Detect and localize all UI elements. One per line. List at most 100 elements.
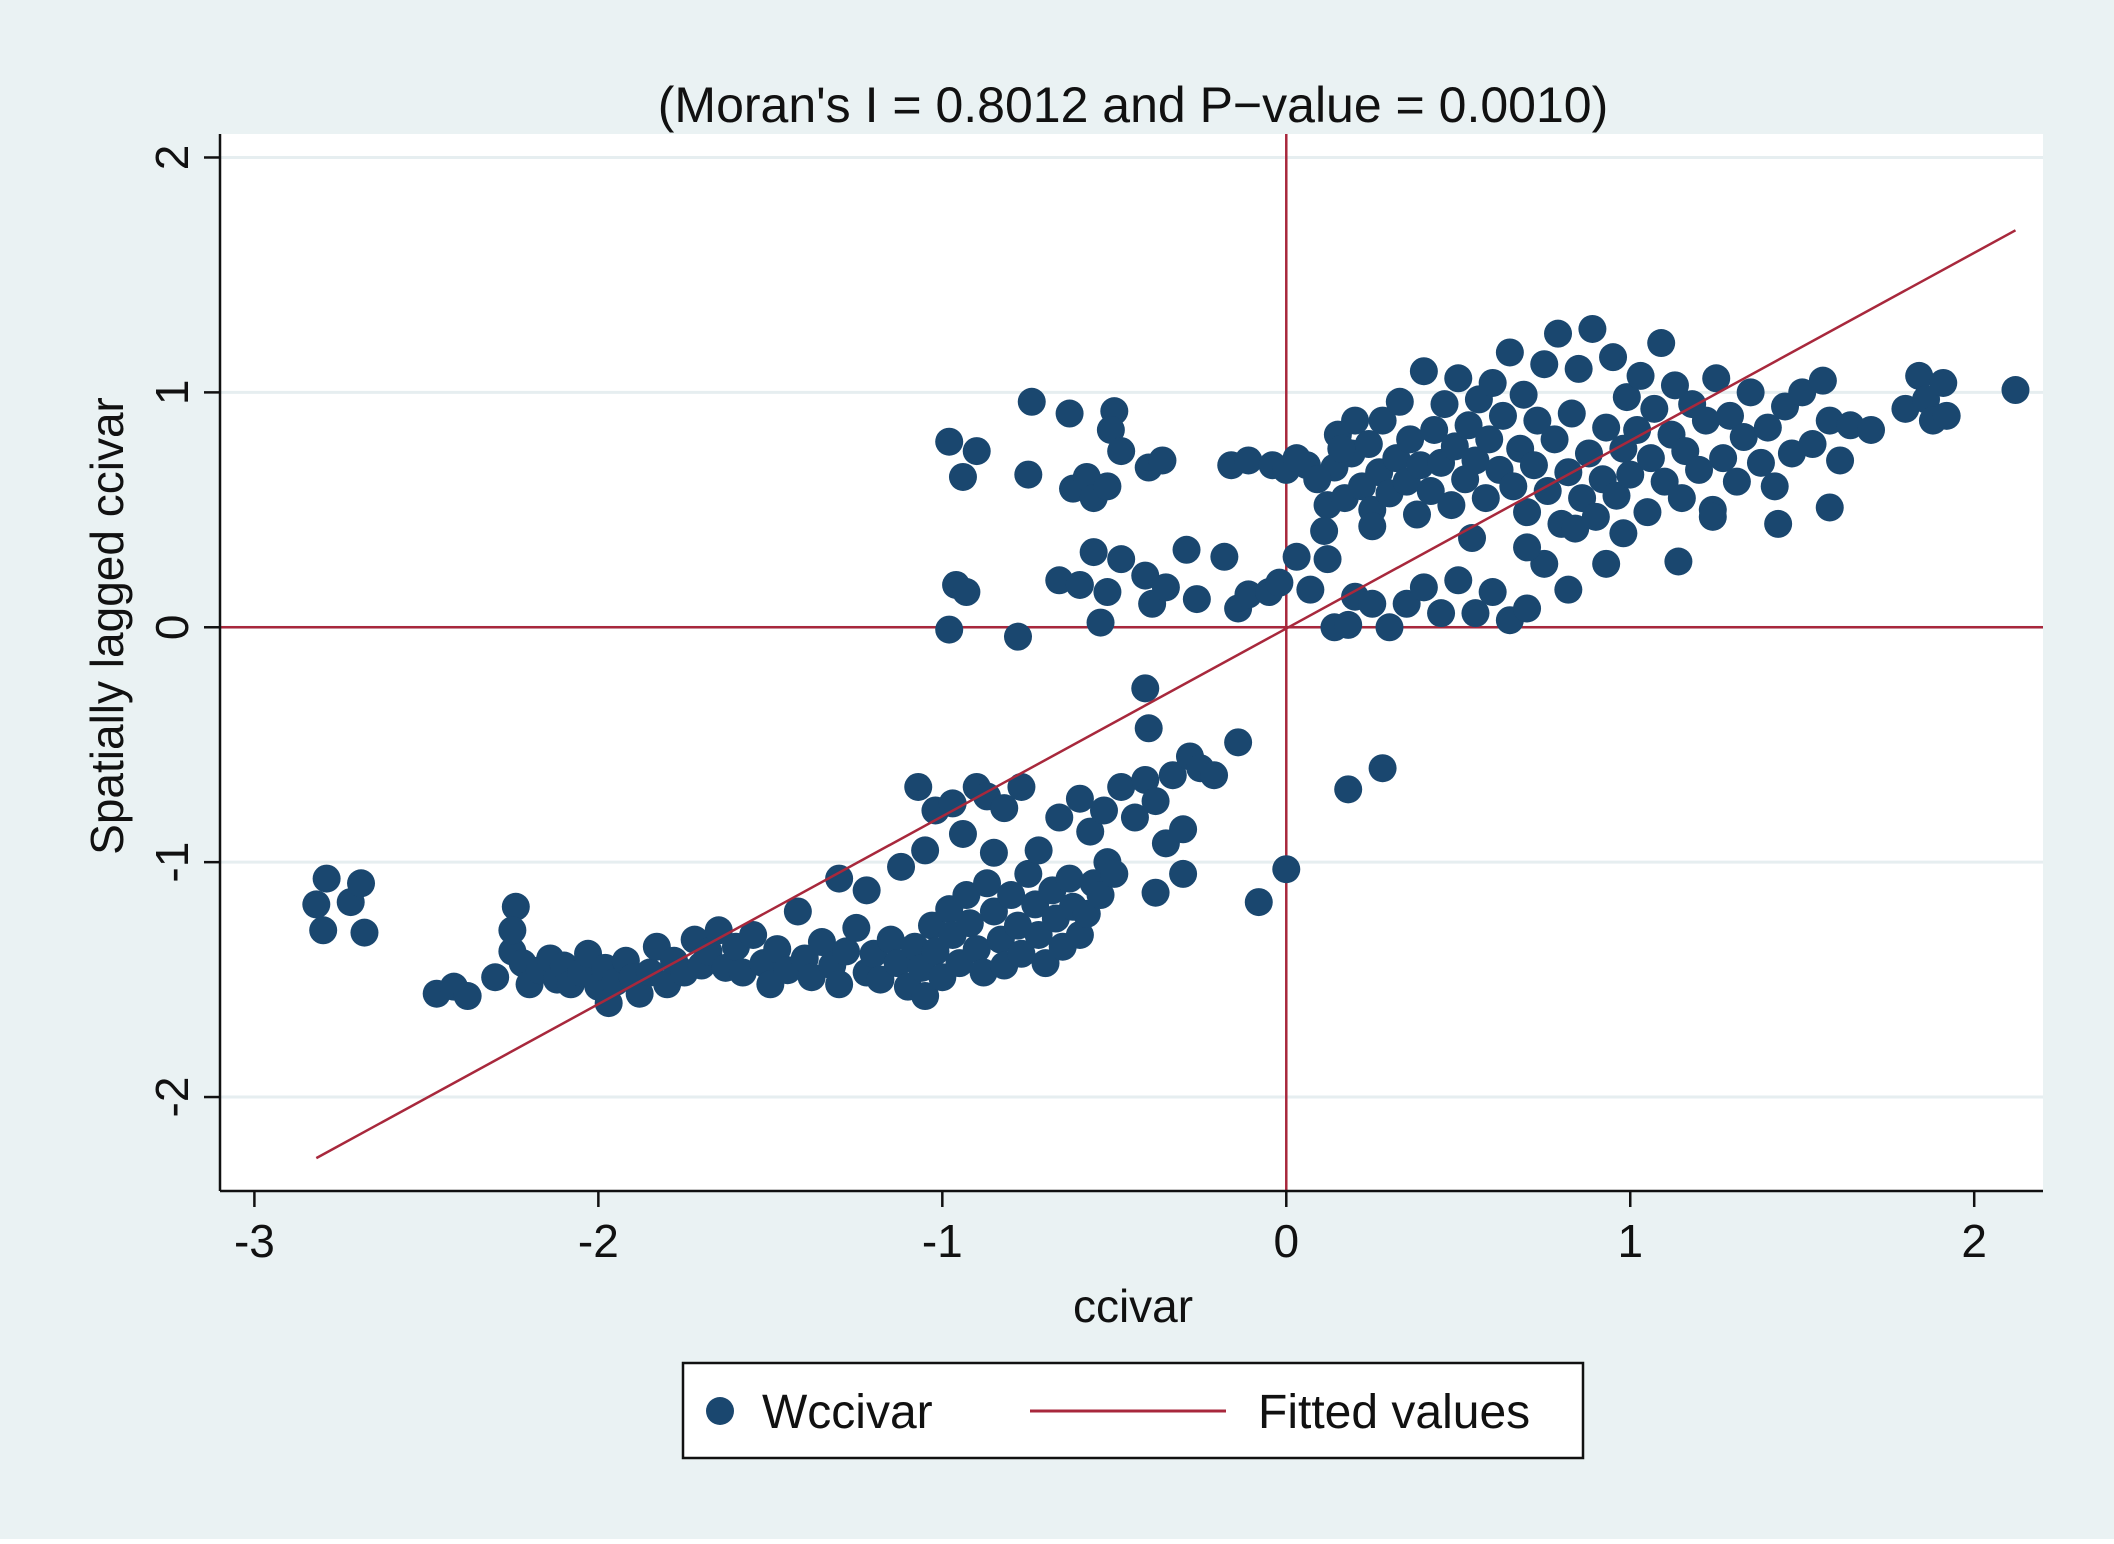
x-tick-label: 2 bbox=[1961, 1215, 1987, 1267]
data-point bbox=[1045, 803, 1074, 832]
data-point bbox=[1592, 549, 1621, 578]
data-point bbox=[1086, 881, 1115, 910]
data-point bbox=[1760, 472, 1789, 501]
data-point bbox=[1014, 859, 1043, 888]
data-point bbox=[1461, 446, 1490, 475]
data-point bbox=[911, 836, 940, 865]
data-point bbox=[1660, 371, 1689, 400]
data-point bbox=[1172, 535, 1201, 564]
data-point bbox=[1107, 545, 1136, 574]
legend-box bbox=[681, 1361, 1585, 1460]
data-point bbox=[938, 789, 967, 818]
data-point bbox=[1093, 578, 1122, 607]
data-point bbox=[309, 916, 338, 945]
data-point bbox=[1519, 451, 1548, 480]
data-point bbox=[1169, 859, 1198, 888]
data-point bbox=[1234, 580, 1263, 609]
data-point bbox=[1461, 599, 1490, 628]
data-point bbox=[1107, 772, 1136, 801]
data-point bbox=[1702, 364, 1731, 393]
data-point bbox=[1409, 357, 1438, 386]
data-point bbox=[1623, 415, 1652, 444]
data-point bbox=[1499, 472, 1528, 501]
axes: -3 -2 -1 0 1 2 -2 -1 0 1 2 bbox=[146, 134, 2043, 1267]
data-point bbox=[1141, 787, 1170, 816]
data-point bbox=[1141, 878, 1170, 907]
data-point bbox=[904, 772, 933, 801]
data-point bbox=[1788, 378, 1817, 407]
data-point bbox=[962, 437, 991, 466]
data-point bbox=[1540, 425, 1569, 454]
data-point bbox=[1826, 446, 1855, 475]
data-point bbox=[1633, 498, 1662, 527]
data-point bbox=[1430, 390, 1459, 419]
data-point bbox=[1303, 465, 1332, 494]
data-point bbox=[1581, 502, 1610, 531]
data-point bbox=[302, 890, 331, 919]
data-point bbox=[1440, 432, 1469, 461]
data-point bbox=[1609, 519, 1638, 548]
data-point bbox=[2001, 376, 2030, 405]
legend-label-fitted-values: Fitted values bbox=[1258, 1386, 1530, 1439]
data-point bbox=[1640, 394, 1669, 423]
data-point bbox=[1265, 568, 1294, 597]
y-tick-label: 1 bbox=[146, 380, 198, 406]
data-point bbox=[1131, 765, 1160, 794]
data-point bbox=[1368, 754, 1397, 783]
data-point bbox=[807, 928, 836, 957]
data-point bbox=[1065, 920, 1094, 949]
data-point bbox=[1003, 622, 1032, 651]
y-tick-label: 0 bbox=[146, 614, 198, 640]
data-point bbox=[350, 918, 379, 947]
data-point bbox=[1334, 610, 1363, 639]
data-point bbox=[1929, 368, 1958, 397]
data-point bbox=[1354, 430, 1383, 459]
data-point bbox=[1471, 484, 1500, 513]
data-point bbox=[1024, 836, 1053, 865]
data-point bbox=[979, 838, 1008, 867]
data-point bbox=[1612, 383, 1641, 412]
data-point bbox=[1341, 406, 1370, 435]
data-point bbox=[797, 963, 826, 992]
data-point bbox=[911, 982, 940, 1011]
data-point bbox=[1808, 366, 1837, 395]
data-point bbox=[1210, 542, 1239, 571]
data-point bbox=[1100, 859, 1129, 888]
data-point bbox=[1327, 434, 1356, 463]
data-point bbox=[1234, 446, 1263, 475]
data-point bbox=[1093, 472, 1122, 501]
data-point bbox=[347, 869, 376, 898]
data-point bbox=[1089, 796, 1118, 825]
data-point bbox=[1554, 575, 1583, 604]
data-point bbox=[1698, 502, 1727, 531]
data-point bbox=[1296, 575, 1325, 604]
fitted-line-layer bbox=[315, 229, 2017, 1160]
data-point bbox=[1715, 401, 1744, 430]
data-point bbox=[825, 864, 854, 893]
data-point bbox=[1691, 406, 1720, 435]
data-point bbox=[1488, 401, 1517, 430]
x-tick-label: -3 bbox=[234, 1215, 275, 1267]
data-point bbox=[1746, 448, 1775, 477]
data-point bbox=[935, 615, 964, 644]
data-point bbox=[825, 970, 854, 999]
data-point bbox=[1437, 491, 1466, 520]
data-point bbox=[962, 935, 991, 964]
data-point bbox=[842, 913, 871, 942]
data-point bbox=[783, 897, 812, 926]
data-point bbox=[1334, 775, 1363, 804]
data-point bbox=[1664, 547, 1693, 576]
data-point bbox=[1736, 378, 1765, 407]
x-axis-label: ccivar bbox=[1073, 1280, 1193, 1332]
legend-marker-wccivar bbox=[706, 1397, 734, 1425]
data-point bbox=[1554, 458, 1583, 487]
reference-lines bbox=[220, 134, 2043, 1191]
data-point bbox=[955, 909, 984, 938]
data-point bbox=[1224, 728, 1253, 757]
data-point bbox=[1402, 500, 1431, 529]
data-point bbox=[1272, 855, 1301, 884]
data-point bbox=[948, 462, 977, 491]
data-point bbox=[1416, 477, 1445, 506]
data-point bbox=[498, 916, 527, 945]
